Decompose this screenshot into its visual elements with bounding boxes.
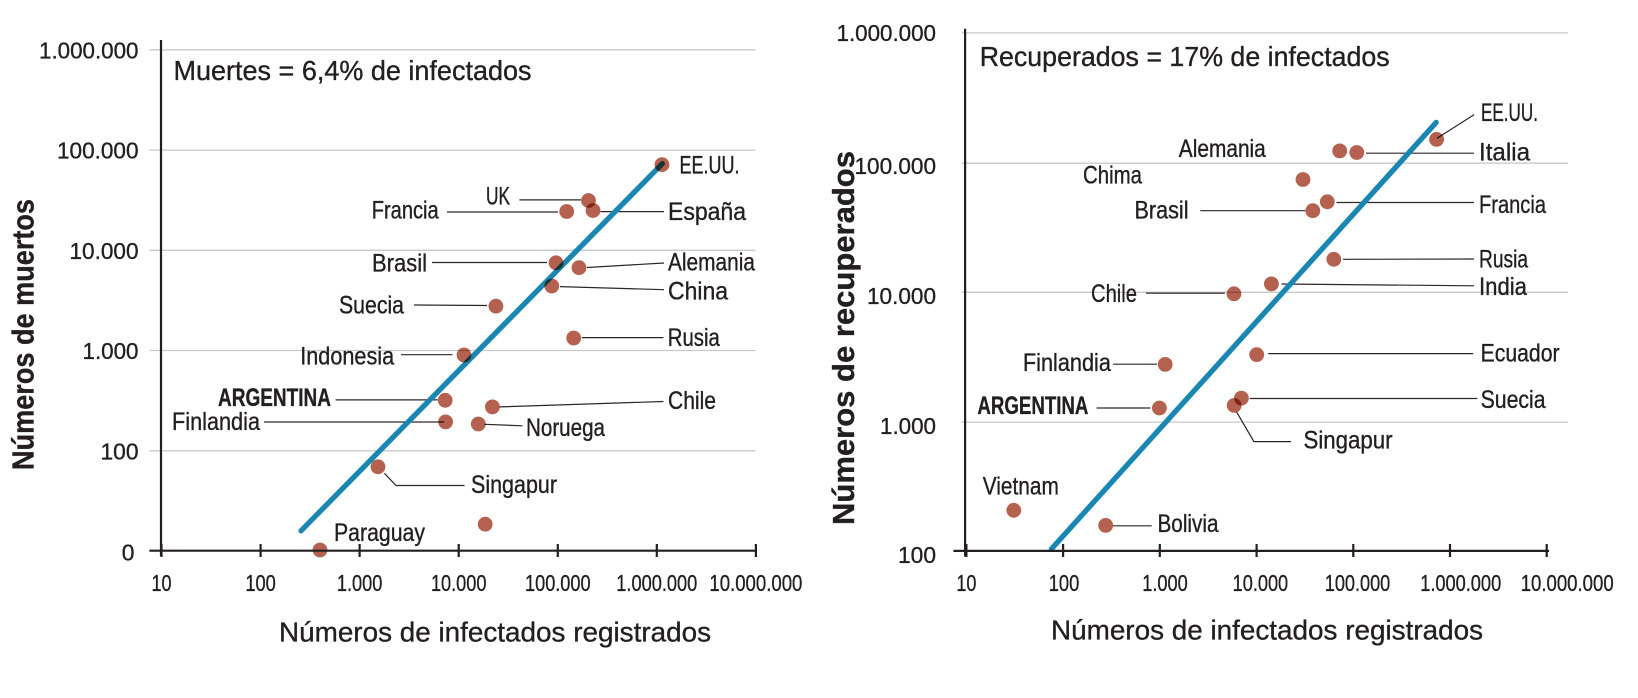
svg-text:1.000: 1.000 — [83, 338, 139, 364]
svg-text:ARGENTINA: ARGENTINA — [977, 392, 1088, 420]
svg-text:Singapur: Singapur — [1304, 427, 1393, 455]
svg-text:100: 100 — [1049, 570, 1080, 596]
svg-text:Recuperados = 17% de infectado: Recuperados = 17% de infectados — [980, 41, 1390, 72]
svg-text:100.000: 100.000 — [1325, 570, 1391, 596]
svg-text:Paraguay: Paraguay — [334, 519, 425, 547]
svg-text:10.000.000: 10.000.000 — [1521, 570, 1614, 596]
svg-text:10.000: 10.000 — [431, 570, 487, 596]
svg-text:1.000.000: 1.000.000 — [1420, 570, 1501, 596]
svg-text:10.000: 10.000 — [70, 238, 139, 264]
svg-text:100: 100 — [245, 570, 276, 596]
svg-text:Indonesia: Indonesia — [300, 343, 394, 371]
svg-text:ARGENTINA: ARGENTINA — [218, 384, 331, 412]
svg-text:Suecia: Suecia — [339, 291, 404, 319]
svg-text:Rusia: Rusia — [668, 324, 720, 352]
svg-text:10.000: 10.000 — [1233, 570, 1289, 596]
svg-text:Finlandia: Finlandia — [172, 408, 260, 436]
svg-text:100.000: 100.000 — [525, 570, 591, 596]
svg-text:Números de recuperados: Números de recuperados — [826, 151, 861, 525]
svg-text:Francia: Francia — [372, 197, 439, 225]
svg-text:Rusia: Rusia — [1479, 245, 1528, 273]
svg-text:Noruega: Noruega — [526, 414, 605, 442]
svg-text:10: 10 — [152, 570, 172, 596]
svg-text:Números de infectados registra: Números de infectados registrados — [279, 617, 711, 648]
svg-text:Finlandia: Finlandia — [1023, 349, 1111, 377]
svg-text:Brasil: Brasil — [1135, 197, 1189, 225]
svg-text:1.000.000: 1.000.000 — [39, 37, 139, 63]
svg-text:Italia: Italia — [1479, 138, 1530, 166]
svg-text:Alemania: Alemania — [668, 249, 755, 277]
svg-text:Chile: Chile — [668, 387, 716, 415]
svg-text:0: 0 — [122, 540, 135, 566]
svg-text:1.000: 1.000 — [1142, 570, 1188, 596]
svg-text:Suecia: Suecia — [1481, 386, 1546, 414]
svg-text:EE.UU.: EE.UU. — [1481, 99, 1538, 127]
svg-text:Muertes = 6,4% de infectados: Muertes = 6,4% de infectados — [174, 55, 532, 86]
svg-text:10: 10 — [956, 570, 976, 596]
svg-text:1.000.000: 1.000.000 — [616, 570, 697, 596]
svg-text:1.000.000: 1.000.000 — [837, 20, 937, 46]
svg-text:100.000: 100.000 — [57, 138, 139, 164]
svg-text:Bolivia: Bolivia — [1158, 510, 1219, 538]
svg-text:India: India — [1479, 273, 1527, 301]
svg-text:Brasil: Brasil — [372, 250, 427, 278]
svg-text:UK: UK — [486, 182, 510, 210]
svg-text:España: España — [668, 198, 746, 226]
svg-text:1.000: 1.000 — [880, 413, 936, 439]
svg-text:Ecuador: Ecuador — [1481, 339, 1560, 367]
svg-text:1.000: 1.000 — [337, 570, 383, 596]
svg-text:100: 100 — [898, 542, 936, 568]
svg-text:10.000: 10.000 — [867, 283, 936, 309]
svg-text:Singapur: Singapur — [471, 471, 557, 499]
svg-text:Vietnam: Vietnam — [983, 472, 1059, 500]
svg-text:10.000.000: 10.000.000 — [709, 570, 802, 596]
svg-text:100.000: 100.000 — [855, 153, 937, 179]
svg-text:Chile: Chile — [1091, 280, 1137, 308]
svg-text:Francia: Francia — [1479, 191, 1546, 219]
svg-text:Números de infectados registra: Números de infectados registrados — [1051, 615, 1483, 646]
svg-text:EE.UU.: EE.UU. — [680, 151, 740, 179]
svg-text:China: China — [668, 278, 728, 306]
svg-text:Chima: Chima — [1083, 162, 1142, 190]
svg-text:Alemania: Alemania — [1179, 135, 1266, 163]
svg-text:100: 100 — [101, 439, 139, 465]
svg-text:Números de muertos: Números de muertos — [6, 199, 41, 470]
